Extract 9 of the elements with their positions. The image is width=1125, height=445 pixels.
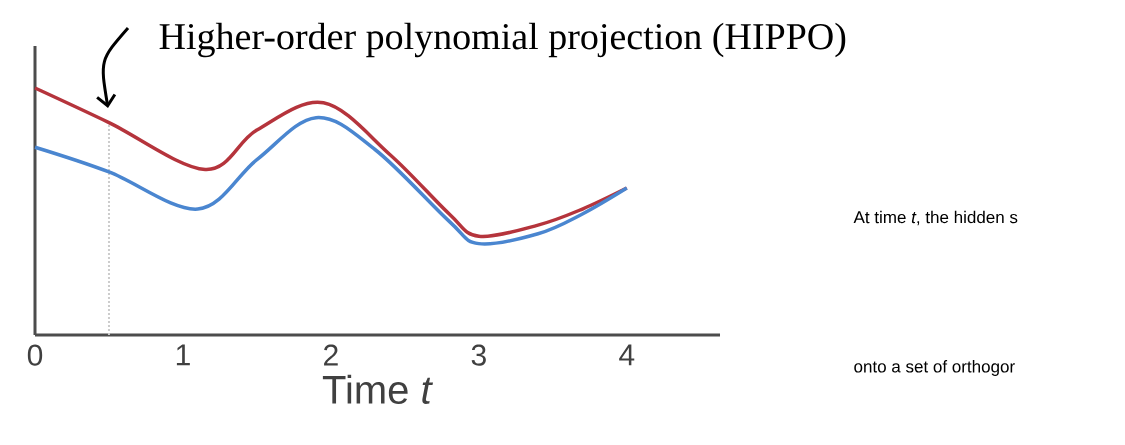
x-tick-label: 4 bbox=[619, 344, 635, 366]
text: At time t, the hidden s bbox=[853, 210, 1018, 226]
x-tick-label: 3 bbox=[471, 344, 486, 366]
x-axis-title: Time t bbox=[322, 374, 434, 405]
chart-title: Higher-order polynomial projection (HIPPO) bbox=[159, 22, 846, 58]
x-tick-label: 2 bbox=[324, 344, 338, 366]
x-tick-label: 1 bbox=[176, 344, 190, 366]
x-tick-label: 0 bbox=[27, 344, 43, 366]
text: onto a set of orthogor bbox=[854, 360, 1015, 376]
